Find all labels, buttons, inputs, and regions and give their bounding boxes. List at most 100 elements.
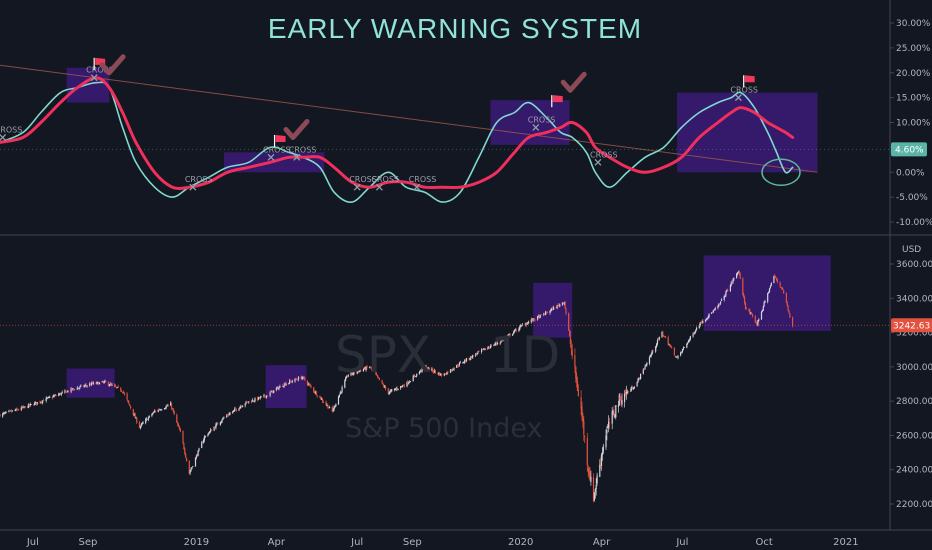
- candle-body: [182, 431, 184, 444]
- candle-body: [754, 316, 756, 323]
- candle-body: [264, 394, 266, 397]
- candle-body: [774, 275, 776, 278]
- candle-body: [500, 340, 502, 343]
- candle-body: [192, 466, 194, 467]
- candle-body: [615, 405, 617, 418]
- candle-body: [387, 388, 389, 394]
- candle-body: [545, 311, 547, 315]
- candle-body: [270, 392, 272, 393]
- candle-body: [376, 374, 378, 376]
- candle-body: [761, 309, 763, 312]
- candle-body: [331, 407, 333, 412]
- candle-body: [720, 299, 723, 301]
- candle-body: [337, 396, 340, 405]
- lower-y-tick-label: 2200.00: [896, 500, 932, 510]
- candle-body: [328, 407, 330, 409]
- oscillator-lines: [0, 76, 795, 203]
- flag-icon: [275, 134, 286, 142]
- candle-body: [76, 387, 78, 390]
- candle-body: [34, 402, 37, 404]
- upper-y-tick-label: -5.00%: [896, 193, 928, 203]
- watermark-name: S&P 500 Index: [345, 413, 543, 444]
- candle-body: [160, 409, 162, 411]
- candle-body: [72, 388, 74, 390]
- candle-body: [540, 314, 542, 316]
- upper-y-tick-label: 0.00%: [896, 168, 925, 178]
- candle-body: [297, 377, 300, 380]
- candle-body: [699, 322, 701, 326]
- candle-body: [729, 285, 731, 292]
- candlesticks: [0, 270, 794, 503]
- candle-body: [2, 413, 4, 417]
- candle-body: [470, 356, 472, 359]
- candle-body: [414, 375, 416, 377]
- candle-body: [738, 271, 740, 275]
- candle-body: [26, 406, 29, 408]
- candle-body: [239, 407, 241, 409]
- candle-body: [158, 409, 160, 411]
- candle-body: [756, 322, 758, 325]
- x-tick-label: 2021: [833, 537, 858, 548]
- candle-body: [625, 392, 627, 394]
- candle-body: [316, 395, 318, 397]
- candle-body: [196, 455, 198, 456]
- candle-body: [11, 410, 13, 412]
- candle-body: [518, 328, 520, 331]
- candle-body: [613, 411, 615, 416]
- candle-body: [253, 400, 255, 402]
- candle-body: [750, 313, 752, 315]
- candle-body: [345, 378, 347, 381]
- candle-body: [351, 372, 353, 375]
- candle-body: [581, 407, 583, 418]
- candle-body: [757, 320, 759, 326]
- candle-body: [537, 316, 539, 320]
- candle-body: [296, 379, 298, 381]
- candle-body: [673, 347, 675, 356]
- candle-body: [770, 283, 772, 287]
- candle-body: [627, 391, 629, 393]
- candle-body: [213, 427, 215, 431]
- candle-body: [680, 352, 682, 356]
- candle-body: [209, 431, 211, 434]
- candle-body: [786, 301, 788, 306]
- candle-body: [779, 282, 781, 286]
- candle-body: [549, 311, 551, 313]
- candle-body: [620, 399, 622, 405]
- candle-body: [713, 309, 715, 311]
- candle-body: [103, 381, 105, 383]
- candle-body: [576, 381, 579, 391]
- candle-body: [258, 397, 261, 399]
- candle-body: [140, 423, 142, 426]
- candle-body: [482, 348, 484, 350]
- candle-body: [652, 350, 654, 352]
- candle-body: [42, 400, 45, 402]
- candle-body: [719, 303, 721, 305]
- candle-body: [282, 386, 284, 387]
- candle-body: [692, 333, 694, 337]
- candle-body: [92, 382, 94, 384]
- candle-body: [120, 387, 122, 391]
- candle-body: [139, 426, 141, 428]
- candle-body: [674, 355, 676, 357]
- candle-body: [689, 336, 691, 340]
- candle-body: [244, 403, 246, 406]
- candle-body: [295, 379, 297, 380]
- candle-body: [397, 388, 399, 390]
- candle-body: [49, 397, 51, 398]
- candle-body: [649, 355, 651, 357]
- candle-body: [165, 406, 167, 408]
- candle-body: [681, 349, 683, 352]
- candle-body: [163, 408, 165, 410]
- candle-body: [202, 439, 205, 443]
- candle-body: [667, 337, 669, 345]
- candle-body: [322, 401, 324, 403]
- candle-body: [590, 476, 592, 483]
- candle-body: [378, 377, 380, 381]
- candle-body: [580, 397, 582, 409]
- candle-body: [525, 323, 527, 326]
- candle-body: [154, 411, 157, 412]
- lower-y-tick-label: 3600.00: [896, 260, 932, 270]
- candle-body: [145, 419, 147, 424]
- candle-body: [465, 360, 467, 362]
- candle-body: [704, 319, 707, 322]
